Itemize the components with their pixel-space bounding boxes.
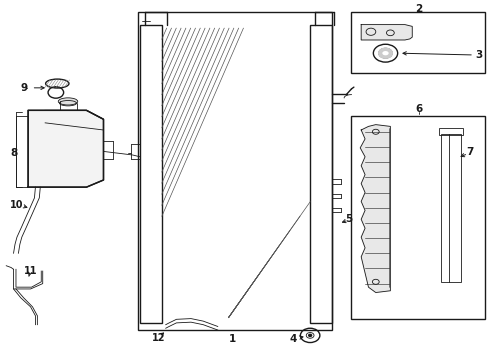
Text: 4: 4 — [289, 334, 296, 344]
Bar — [351, 116, 484, 319]
Text: 8: 8 — [10, 148, 18, 158]
Text: 5: 5 — [345, 214, 352, 224]
Text: 3: 3 — [474, 50, 482, 60]
Wedge shape — [378, 48, 391, 58]
Text: 2: 2 — [414, 4, 421, 14]
Text: 7: 7 — [465, 147, 472, 157]
Ellipse shape — [58, 98, 78, 105]
Text: 1: 1 — [228, 334, 236, 344]
Polygon shape — [360, 125, 389, 293]
Bar — [438, 128, 462, 135]
Ellipse shape — [45, 79, 69, 88]
Text: 12: 12 — [152, 333, 165, 343]
Bar — [140, 24, 162, 323]
Polygon shape — [361, 24, 411, 40]
Bar — [137, 12, 331, 330]
Text: 11: 11 — [24, 266, 37, 276]
Text: 9: 9 — [21, 83, 28, 93]
Text: 6: 6 — [414, 104, 421, 114]
Bar — [309, 24, 331, 323]
Text: 10: 10 — [10, 200, 23, 210]
Bar — [351, 12, 484, 73]
Bar — [441, 134, 460, 282]
Circle shape — [308, 334, 311, 337]
Polygon shape — [28, 111, 103, 187]
